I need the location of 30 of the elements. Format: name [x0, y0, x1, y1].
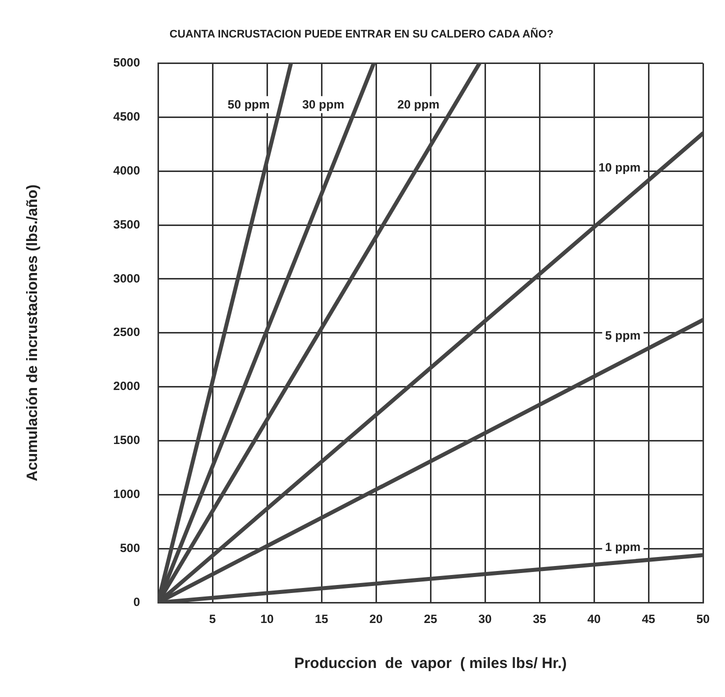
series-label: 20 ppm — [397, 97, 440, 112]
y-tick-label: 4000 — [113, 163, 140, 178]
series-label: 10 ppm — [598, 160, 640, 175]
chart-title: CUANTA INCRUSTACION PUEDE ENTRAR EN SU CALDERO CADA AÑO? — [170, 28, 554, 41]
x-tick-label: 20 — [369, 612, 383, 626]
y-tick-label: 2000 — [113, 379, 140, 394]
y-axis-title: Acumulación de incrustaciones (lbs./año) — [24, 184, 42, 482]
x-tick-label: 50 — [696, 612, 710, 626]
x-tick-label: 45 — [642, 612, 656, 626]
x-tick-label: 25 — [424, 612, 438, 626]
x-tick-label: 15 — [314, 612, 328, 626]
x-axis-title: Produccion de vapor ( miles lbs/ Hr.) — [294, 655, 567, 672]
y-tick-label: 4500 — [113, 109, 140, 124]
series-label: 50 ppm — [228, 97, 270, 112]
x-tick-label: 5 — [209, 612, 216, 626]
y-tick-label: 5000 — [113, 56, 140, 70]
x-tick-label: 10 — [260, 612, 274, 626]
y-tick-label: 500 — [120, 540, 140, 555]
x-tick-label: 30 — [478, 612, 492, 626]
series-label: 5 ppm — [605, 328, 640, 343]
series-label: 30 ppm — [302, 97, 344, 112]
y-tick-label: 3500 — [113, 217, 140, 232]
x-tick-label: 40 — [587, 612, 601, 626]
y-tick-label: 1000 — [113, 487, 140, 502]
x-tick-label: 35 — [532, 612, 546, 626]
y-tick-label: 1500 — [113, 433, 140, 448]
y-tick-label: 3000 — [113, 271, 140, 286]
series-label: 1 ppm — [605, 540, 640, 554]
y-tick-label: 2500 — [113, 325, 140, 340]
y-tick-label: 0 — [133, 594, 140, 609]
